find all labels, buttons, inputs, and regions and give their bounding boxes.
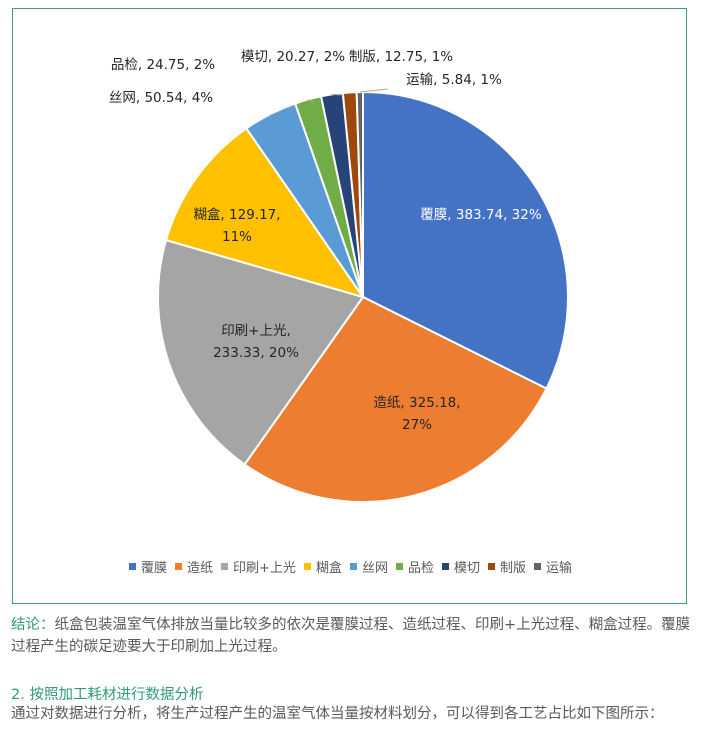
- data-label-2: 造纸, 325.18, 27%: [373, 395, 460, 433]
- legend-swatch: [534, 563, 541, 570]
- legend-item-7: 模切: [441, 557, 480, 576]
- legend-label: 覆膜: [140, 561, 167, 576]
- chart-frame: 覆膜, 383.74, 32% 造纸, 325.18, 27% 印刷+上光, 233.3…: [12, 8, 687, 604]
- leader-line-6: [307, 99, 314, 103]
- legend-label: 糊盒: [315, 561, 342, 576]
- conclusion-body: 纸盒包装温室气体排放当量比较多的依次是覆膜过程、造纸过程、印刷+上光过程、糊盒过…: [11, 617, 691, 655]
- data-label-4: 糊盒, 129.17, 11%: [193, 206, 280, 245]
- legend-item-3: 印刷+上光: [221, 557, 296, 576]
- legend-swatch: [441, 563, 449, 570]
- legend-label: 模切: [453, 561, 480, 576]
- legend-swatch: [128, 563, 136, 570]
- chart-legend: 覆膜 造纸 印刷+上光 糊盒 丝网 品检 模切 制版 运输: [13, 557, 688, 576]
- legend-item-5: 丝网: [349, 557, 388, 576]
- leader-line-7: [331, 93, 344, 96]
- leader-line-9: [359, 88, 389, 93]
- leader-line-5: [269, 114, 272, 117]
- legend-label: 品检: [407, 561, 434, 576]
- pie-slice-2: [243, 295, 548, 503]
- legend-item-6: 品检: [395, 557, 434, 576]
- section-heading: 2. 按照加工耗材进行数据分析: [11, 687, 204, 703]
- data-label-1: 覆膜, 383.74, 32%: [420, 207, 542, 223]
- pie-slice-3: [157, 238, 365, 466]
- data-label-7: 模切, 20.27, 2%: [241, 49, 345, 65]
- legend-item-1: 覆膜: [128, 557, 167, 576]
- legend-label: 印刷+上光: [233, 561, 296, 576]
- legend-label: 造纸: [187, 561, 214, 576]
- legend-item-8: 制版: [487, 557, 526, 576]
- legend-item-9: 运输: [534, 557, 572, 576]
- legend-swatch: [221, 563, 229, 570]
- pie-chart: 覆膜, 383.74, 32% 造纸, 325.18, 27% 印刷+上光, 233.3…: [109, 49, 569, 503]
- legend-label: 运输: [546, 561, 573, 576]
- analysis-paragraph: 通过对数据进行分析，将生产过程产生的温室气体当量按材料划分，可以得到各工艺占比如…: [11, 706, 664, 722]
- data-label-5: 丝网, 50.54, 4%: [109, 90, 213, 106]
- data-label-3: 印刷+上光, 233.33, 20%: [213, 323, 299, 361]
- legend-label: 丝网: [361, 561, 388, 576]
- legend-label: 制版: [499, 561, 526, 576]
- data-label-8: 制版, 12.75, 1%: [349, 49, 453, 65]
- data-label-9: 运输, 5.84, 1%: [406, 72, 502, 88]
- legend-swatch: [303, 563, 311, 570]
- legend-swatch: [175, 563, 182, 570]
- data-label-6: 品检, 24.75, 2%: [111, 57, 215, 73]
- conclusion-prefix: 结论：: [11, 617, 55, 633]
- pie-slice-1: [362, 90, 569, 390]
- conclusion-paragraph: 结论：纸盒包装温室气体排放当量比较多的依次是覆膜过程、造纸过程、印刷+上光过程、…: [11, 614, 696, 658]
- legend-item-4: 糊盒: [303, 557, 342, 576]
- legend-swatch: [395, 563, 403, 570]
- pie-slice-4: [164, 126, 366, 299]
- legend-item-2: 造纸: [175, 557, 213, 576]
- legend-swatch: [487, 563, 495, 570]
- legend-swatch: [349, 563, 357, 570]
